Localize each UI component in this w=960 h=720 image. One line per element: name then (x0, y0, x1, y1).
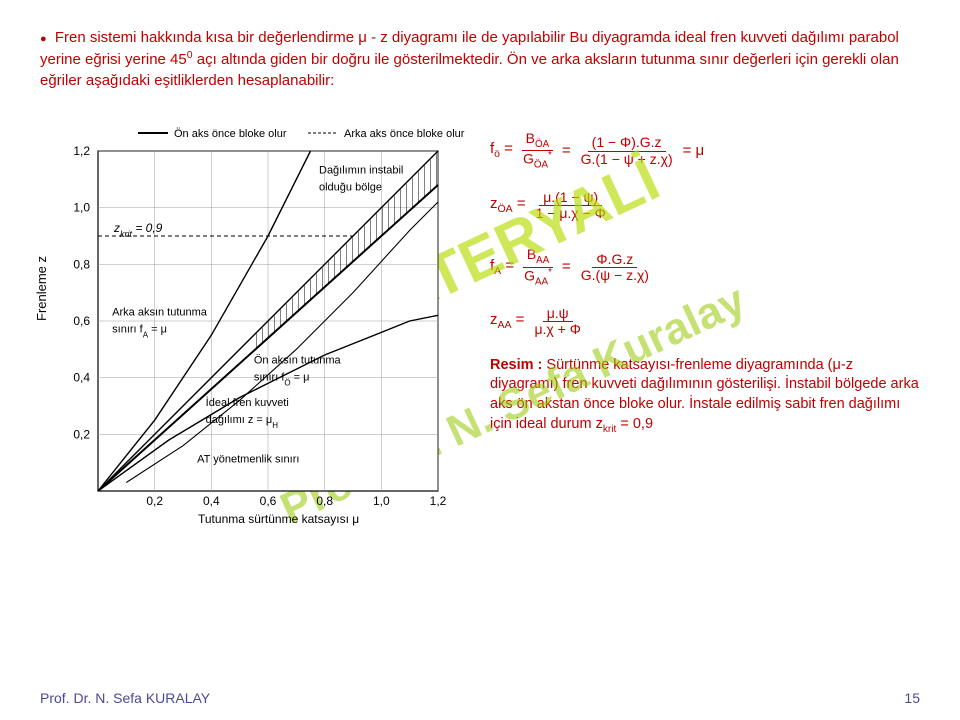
svg-text:1,2: 1,2 (73, 144, 90, 158)
svg-text:Arka aksın tutunma: Arka aksın tutunma (112, 306, 208, 318)
svg-text:0,4: 0,4 (73, 370, 90, 384)
equations-column: fö = BÖA GÖA* = (1 − Φ).G.z G.(1 − ψ + z… (490, 101, 920, 531)
caption-body: Sürtünme katsayısı-frenleme diyagramında… (490, 357, 919, 432)
footer-page: 15 (904, 690, 920, 706)
svg-text:1,2: 1,2 (430, 494, 447, 508)
caption-lead: Resim : (490, 357, 542, 373)
svg-text:0,2: 0,2 (73, 427, 90, 441)
figure-caption: Resim : Sürtünme katsayısı-frenleme diya… (490, 356, 920, 436)
svg-text:0,2: 0,2 (146, 494, 163, 508)
caption-tail: = 0,9 (616, 416, 653, 432)
svg-text:Arka aks önce bloke olur: Arka aks önce bloke olur (344, 128, 465, 140)
footer: Prof. Dr. N. Sefa KURALAY 15 (40, 690, 920, 706)
intro-paragraph: ● Fren sistemi hakkında kısa bir değerle… (40, 28, 920, 91)
svg-text:Ön aks önce bloke olur: Ön aks önce bloke olur (174, 128, 287, 140)
y-axis-label: Frenleme z (34, 256, 49, 321)
svg-text:1,0: 1,0 (73, 200, 90, 214)
svg-text:0,6: 0,6 (73, 314, 90, 328)
svg-text:0,8: 0,8 (316, 494, 333, 508)
svg-text:olduğu bölge: olduğu bölge (319, 181, 382, 193)
svg-text:0,8: 0,8 (73, 257, 90, 271)
equation-z-oea: zÖA = μ.(1 − ψ) 1 − μ.χ − Φ (490, 190, 920, 222)
svg-text:Tutunma sürtünme katsayısı μ: Tutunma sürtünme katsayısı μ (198, 512, 359, 526)
equation-f-a: fA = BAA GAA* = Φ.G.z G.(ψ − z.χ) (490, 247, 920, 288)
bullet-icon: ● (40, 33, 47, 45)
footer-author: Prof. Dr. N. Sefa KURALAY (40, 690, 210, 706)
svg-text:1,0: 1,0 (373, 494, 390, 508)
equation-z-aa: zAA = μ.ψ μ.χ + Φ (490, 306, 920, 338)
svg-text:Dağılımın instabil: Dağılımın instabil (319, 164, 403, 176)
slide-page: EĞİTİM MATERYALİ Prof. Dr. N. Sefa Kural… (0, 0, 960, 720)
svg-text:0,4: 0,4 (203, 494, 220, 508)
equation-f-oe: fö = BÖA GÖA* = (1 − Φ).G.z G.(1 − ψ + z… (490, 131, 920, 172)
mu-z-diagram: 0,20,40,60,81,01,20,20,40,60,81,01,2zkri… (40, 101, 480, 531)
caption-sub: krit (603, 423, 617, 434)
content-row: Frenleme z 0,20,40,60,81,01,20,20,40,60,… (40, 101, 920, 531)
svg-text:0,6: 0,6 (260, 494, 277, 508)
svg-text:AT yönetmenlik sınırı: AT yönetmenlik sınırı (197, 453, 299, 465)
svg-text:İdeal fren kuvveti: İdeal fren kuvveti (206, 396, 289, 409)
svg-text:Ön aksın tutunma: Ön aksın tutunma (254, 354, 342, 366)
chart-container: Frenleme z 0,20,40,60,81,01,20,20,40,60,… (40, 101, 480, 531)
chart-column: Frenleme z 0,20,40,60,81,01,20,20,40,60,… (40, 101, 480, 531)
